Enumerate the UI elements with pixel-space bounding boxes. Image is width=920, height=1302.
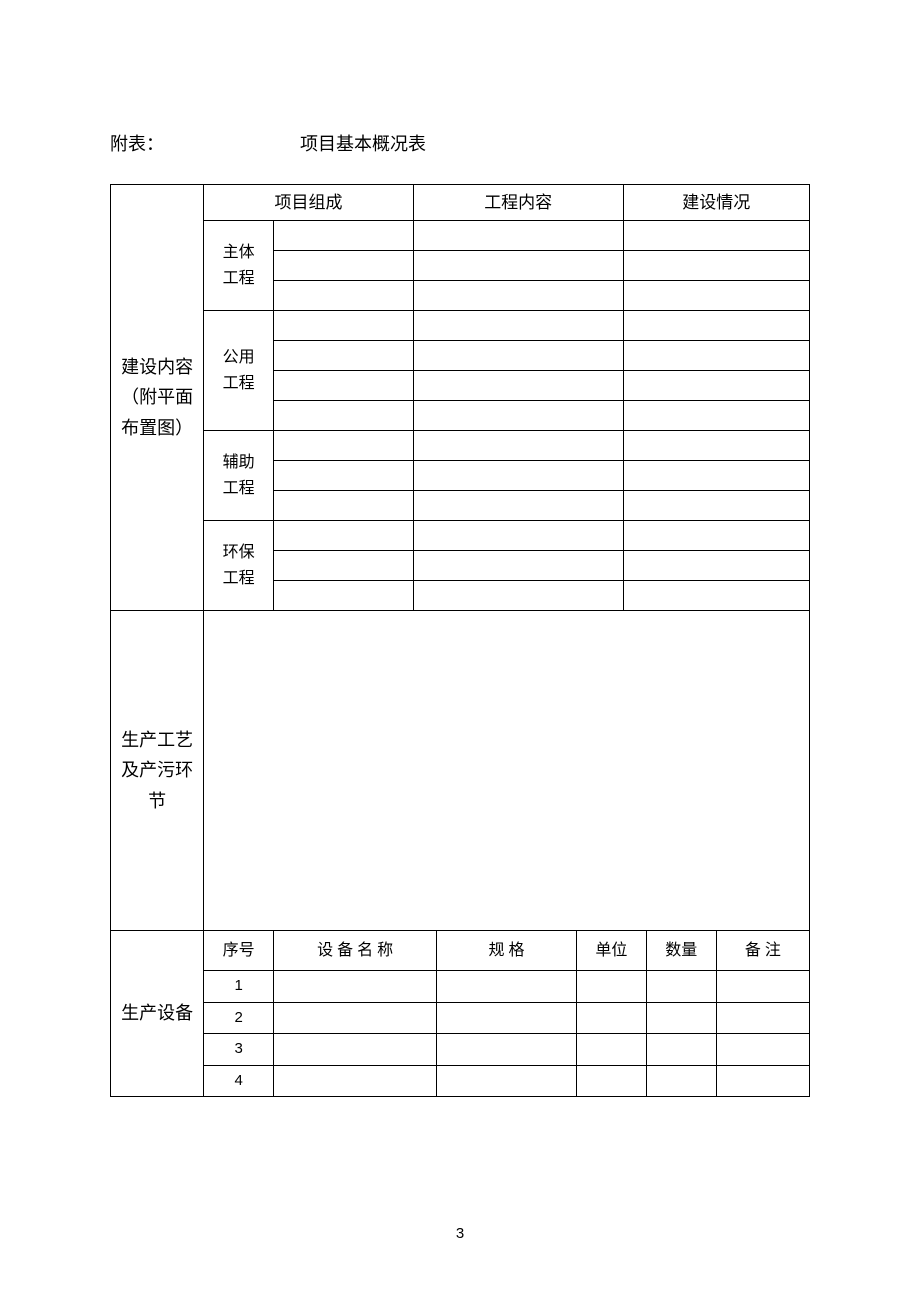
section1-cell xyxy=(413,281,623,311)
section3-col-1: 设 备 名 称 xyxy=(274,931,437,971)
table-row: 3 xyxy=(111,1034,810,1066)
section3-seq: 3 xyxy=(204,1034,274,1066)
section3-cell xyxy=(716,1065,809,1097)
table-row: 辅助工程 xyxy=(111,431,810,461)
section3-cell xyxy=(274,1065,437,1097)
section1-cell xyxy=(413,401,623,431)
table-row: 生产设备序号设 备 名 称规 格单位数量备 注 xyxy=(111,931,810,971)
section1-cell xyxy=(623,221,809,251)
section1-cell xyxy=(623,371,809,401)
section3-cell xyxy=(437,1065,577,1097)
section1-cell xyxy=(623,311,809,341)
section1-cell xyxy=(274,551,414,581)
section1-cell xyxy=(274,311,414,341)
section3-cell xyxy=(646,1002,716,1034)
section1-cell xyxy=(274,431,414,461)
section3-seq: 4 xyxy=(204,1065,274,1097)
section1-cell xyxy=(413,341,623,371)
section3-col-5: 备 注 xyxy=(716,931,809,971)
table-row: 生产工艺及产污环节 xyxy=(111,611,810,931)
section1-group-label: 辅助工程 xyxy=(204,431,274,521)
header-line: 附表： 项目基本概况表 xyxy=(110,130,810,156)
section2-body xyxy=(204,611,810,931)
section1-cell xyxy=(274,461,414,491)
section1-cell xyxy=(274,521,414,551)
section3-cell xyxy=(576,1065,646,1097)
section1-cell xyxy=(413,221,623,251)
section3-cell xyxy=(646,971,716,1003)
section1-group-label: 环保工程 xyxy=(204,521,274,611)
section1-cell xyxy=(274,341,414,371)
section3-row-label: 生产设备 xyxy=(111,931,204,1097)
section1-cell xyxy=(413,371,623,401)
section1-cell xyxy=(413,491,623,521)
section3-cell xyxy=(437,1034,577,1066)
section1-cell xyxy=(274,491,414,521)
section1-cell xyxy=(413,251,623,281)
section2-row-label: 生产工艺及产污环节 xyxy=(111,611,204,931)
section1-group-label: 主体工程 xyxy=(204,221,274,311)
section1-cell xyxy=(274,251,414,281)
section1-col-0: 项目组成 xyxy=(204,185,414,221)
main-table: 建设内容（附平面布置图）项目组成工程内容建设情况主体工程公用工程辅助工程环保工程… xyxy=(110,184,810,1097)
section1-col-2: 建设情况 xyxy=(623,185,809,221)
page-container: 附表： 项目基本概况表 建设内容（附平面布置图）项目组成工程内容建设情况主体工程… xyxy=(0,0,920,1097)
table-row: 4 xyxy=(111,1065,810,1097)
section3-cell xyxy=(576,1002,646,1034)
table-row: 环保工程 xyxy=(111,521,810,551)
section3-cell xyxy=(576,1034,646,1066)
section1-cell xyxy=(274,371,414,401)
section3-seq: 1 xyxy=(204,971,274,1003)
section3-cell xyxy=(716,1002,809,1034)
section1-cell xyxy=(623,521,809,551)
section1-cell xyxy=(623,491,809,521)
section1-cell xyxy=(274,221,414,251)
section3-cell xyxy=(274,1034,437,1066)
section3-col-0: 序号 xyxy=(204,931,274,971)
section1-cell xyxy=(623,551,809,581)
section3-cell xyxy=(646,1034,716,1066)
section1-cell xyxy=(623,581,809,611)
page-number: 3 xyxy=(0,1225,920,1242)
table-row: 1 xyxy=(111,971,810,1003)
section3-col-3: 单位 xyxy=(576,931,646,971)
table-row: 公用工程 xyxy=(111,311,810,341)
section3-cell xyxy=(274,971,437,1003)
section3-cell xyxy=(437,1002,577,1034)
section3-cell xyxy=(716,1034,809,1066)
section3-col-2: 规 格 xyxy=(437,931,577,971)
table-row: 建设内容（附平面布置图）项目组成工程内容建设情况 xyxy=(111,185,810,221)
section1-cell xyxy=(413,311,623,341)
section1-cell xyxy=(623,251,809,281)
section3-cell xyxy=(576,971,646,1003)
section1-group-label: 公用工程 xyxy=(204,311,274,431)
section3-col-4: 数量 xyxy=(646,931,716,971)
section1-cell xyxy=(413,581,623,611)
section1-cell xyxy=(413,551,623,581)
section1-cell xyxy=(623,401,809,431)
header-prefix: 附表： xyxy=(110,130,300,156)
section1-cell xyxy=(623,431,809,461)
section1-col-1: 工程内容 xyxy=(413,185,623,221)
table-row: 主体工程 xyxy=(111,221,810,251)
table-row: 2 xyxy=(111,1002,810,1034)
section1-cell xyxy=(623,341,809,371)
section1-cell xyxy=(413,431,623,461)
section1-cell xyxy=(274,401,414,431)
section3-cell xyxy=(437,971,577,1003)
section3-seq: 2 xyxy=(204,1002,274,1034)
section3-cell xyxy=(274,1002,437,1034)
section1-row-label: 建设内容（附平面布置图） xyxy=(111,185,204,611)
section1-cell xyxy=(623,281,809,311)
section3-cell xyxy=(716,971,809,1003)
section1-cell xyxy=(623,461,809,491)
section3-cell xyxy=(646,1065,716,1097)
section1-cell xyxy=(274,581,414,611)
section1-cell xyxy=(413,461,623,491)
page-title: 项目基本概况表 xyxy=(300,130,426,156)
section1-cell xyxy=(413,521,623,551)
section1-cell xyxy=(274,281,414,311)
